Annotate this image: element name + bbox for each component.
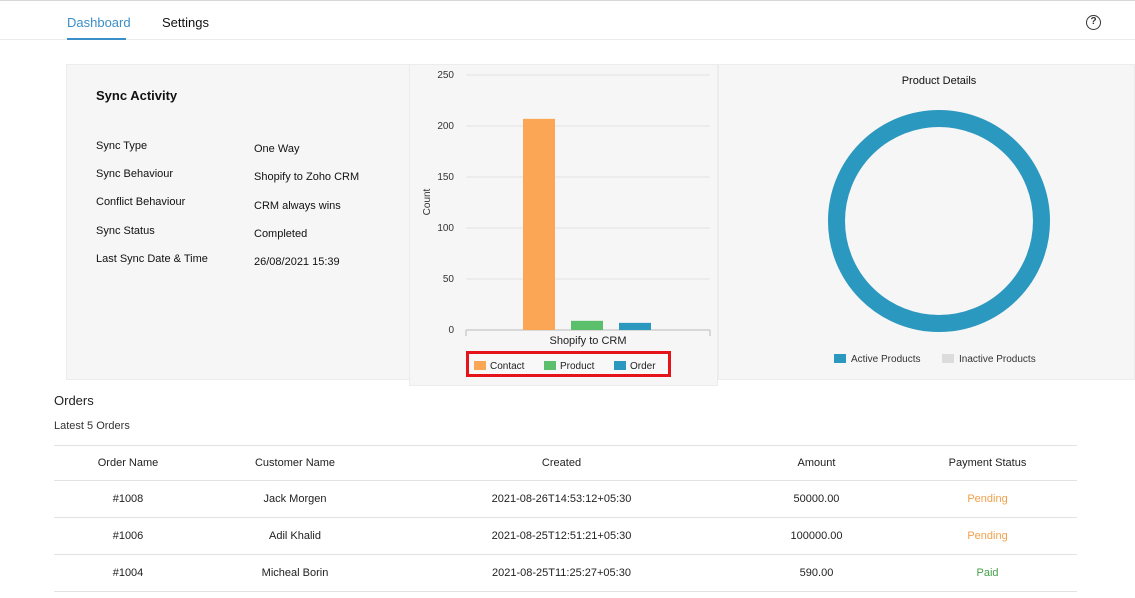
bar-contact[interactable] <box>523 118 555 330</box>
created-date: 2021-08-25T11:25:27+05:30 <box>388 554 735 592</box>
orders-subtitle: Latest 5 Orders <box>54 420 130 432</box>
customer-name: Adil Khalid <box>202 517 388 555</box>
table-row[interactable]: #1006 Adil Khalid 2021-08-25T12:51:21+05… <box>54 517 1077 555</box>
tab-dashboard-label: Dashboard <box>67 15 131 30</box>
payment-status: Paid <box>898 554 1077 592</box>
legend-swatch-active <box>834 354 846 363</box>
top-nav: Dashboard Settings ? <box>0 0 1135 40</box>
legend-swatch-inactive <box>942 354 954 363</box>
order-name: #1006 <box>54 517 202 555</box>
donut-slice-active-products[interactable] <box>828 110 1050 332</box>
x-category-label: Shopify to CRM <box>549 335 626 347</box>
payment-status: Pending <box>898 517 1077 555</box>
legend-label-inactive: Inactive Products <box>959 354 1036 365</box>
y-tick-label: 200 <box>437 121 454 132</box>
sync-status-value: Completed <box>254 228 308 240</box>
chart-legend-highlight: Contact Product Order <box>466 351 671 377</box>
table-row[interactable]: #1004 Micheal Borin 2021-08-25T11:25:27+… <box>54 554 1077 592</box>
active-tab-underline <box>67 38 126 40</box>
bar-order[interactable] <box>619 322 651 330</box>
last-sync-value: 26/08/2021 15:39 <box>254 256 340 268</box>
amount: 50000.00 <box>735 480 898 518</box>
legend-label-active: Active Products <box>851 354 921 365</box>
header-payment-status: Payment Status <box>898 445 1077 481</box>
header-created: Created <box>388 445 735 481</box>
legend-label-contact: Contact <box>490 361 525 372</box>
payment-status: Pending <box>898 480 1077 518</box>
y-tick-label: 150 <box>437 172 454 183</box>
sync-behaviour-value: Shopify to Zoho CRM <box>254 171 360 183</box>
sync-count-chart-panel: 0 50 100 150 200 250 Count Shopify to CRM Con… <box>409 64 718 386</box>
amount: 590.00 <box>735 554 898 592</box>
table-row[interactable]: #1008 Jack Morgen 2021-08-26T14:53:12+05… <box>54 480 1077 518</box>
customer-name: Jack Morgen <box>202 480 388 518</box>
bar-product[interactable] <box>571 320 603 330</box>
y-tick-label: 0 <box>448 325 454 336</box>
bar-chart: 0 50 100 150 200 250 Count Shopify to CRM <box>422 70 711 347</box>
orders-title: Orders <box>54 393 94 408</box>
order-name: #1004 <box>54 554 202 592</box>
legend-item-contact[interactable]: Contact <box>474 361 524 372</box>
legend-item-order[interactable]: Order <box>614 361 656 372</box>
conflict-behaviour-label: Conflict Behaviour <box>96 196 186 208</box>
conflict-behaviour-value: CRM always wins <box>254 200 341 212</box>
sync-activity-title: Sync Activity <box>96 88 178 103</box>
sync-type-value: One Way <box>254 143 300 155</box>
legend-item-product[interactable]: Product <box>544 361 594 372</box>
y-axis-label: Count <box>422 188 433 215</box>
sync-status-label: Sync Status <box>96 225 155 237</box>
legend-item-inactive-products[interactable]: Inactive Products <box>942 354 1036 365</box>
created-date: 2021-08-26T14:53:12+05:30 <box>388 480 735 518</box>
donut-chart <box>828 110 1050 332</box>
product-details-title: Product Details <box>901 75 977 87</box>
tab-settings[interactable]: Settings <box>162 15 209 31</box>
last-sync-label: Last Sync Date & Time <box>96 253 208 265</box>
legend-swatch-contact <box>474 361 486 370</box>
legend-label-order: Order <box>630 361 656 372</box>
sync-type-label: Sync Type <box>96 140 148 152</box>
product-details-panel: Product Details Active Products Inactive… <box>718 64 1135 380</box>
legend-swatch-product <box>544 361 556 370</box>
header-amount: Amount <box>735 445 898 481</box>
tab-dashboard[interactable]: Dashboard <box>67 15 131 40</box>
legend-swatch-order <box>614 361 626 370</box>
header-customer-name: Customer Name <box>202 445 388 481</box>
tab-settings-label: Settings <box>162 15 209 30</box>
sync-behaviour-label: Sync Behaviour <box>96 168 174 180</box>
header-order-name: Order Name <box>54 445 202 481</box>
legend-label-product: Product <box>560 361 595 372</box>
amount: 100000.00 <box>735 517 898 555</box>
legend-item-active-products[interactable]: Active Products <box>834 354 920 365</box>
help-icon[interactable]: ? <box>1086 15 1101 30</box>
table-header-row: Order Name Customer Name Created Amount … <box>54 445 1077 481</box>
customer-name: Micheal Borin <box>202 554 388 592</box>
y-tick-label: 250 <box>437 70 454 81</box>
sync-activity-panel: Sync Activity Sync Type One Way Sync Beh… <box>66 64 410 380</box>
created-date: 2021-08-25T12:51:21+05:30 <box>388 517 735 555</box>
y-tick-label: 50 <box>443 274 455 285</box>
orders-table: Order Name Customer Name Created Amount … <box>54 445 1077 592</box>
order-name: #1008 <box>54 480 202 518</box>
y-tick-label: 100 <box>437 223 454 234</box>
